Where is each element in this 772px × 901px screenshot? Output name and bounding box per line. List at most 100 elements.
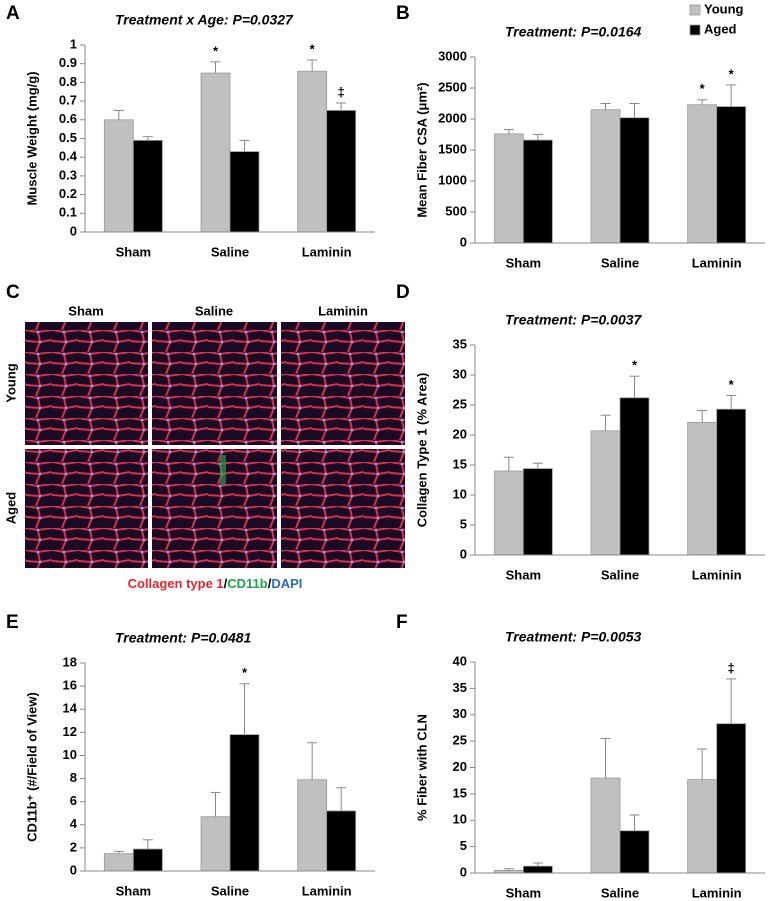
bar [493, 470, 524, 556]
panel-letter: A [6, 3, 20, 24]
y-axis-label: Collagen Type 1 (% Area) [414, 373, 429, 528]
y-tick-label: 0.6 [59, 111, 77, 126]
x-tick-label: Sham [506, 885, 541, 900]
y-tick-label: 1500 [438, 141, 467, 156]
bar [103, 853, 134, 872]
bar [619, 830, 650, 874]
legend-label: Aged [704, 21, 737, 36]
legend-swatch [689, 4, 701, 16]
y-tick-label: 25 [453, 396, 467, 411]
panel-letter: B [396, 3, 410, 24]
y-tick-label: 0 [460, 546, 467, 561]
panel-letter: E [6, 612, 19, 633]
significance-marker: * [213, 43, 219, 58]
bar [619, 117, 650, 244]
y-tick-label: 0.5 [59, 130, 77, 145]
y-tick-label: 4 [70, 816, 78, 831]
bar [590, 109, 621, 244]
y-tick-label: 15 [453, 785, 467, 800]
y-tick-label: 16 [63, 678, 77, 693]
y-tick-label: 1000 [438, 172, 467, 187]
bar [493, 133, 524, 244]
chart-title: Treatment x Age: P=0.0327 [115, 12, 294, 28]
y-tick-label: 20 [453, 759, 467, 774]
micrograph [25, 322, 148, 445]
panel-letter: D [396, 282, 410, 303]
legend-label: Young [704, 1, 744, 16]
micrograph [25, 449, 148, 568]
micrograph [281, 449, 405, 568]
bar [687, 779, 718, 874]
chart-title: Treatment: P=0.0164 [505, 24, 642, 40]
x-tick-label: Laminin [692, 567, 742, 582]
y-tick-label: 3000 [438, 48, 467, 63]
caption: Collagen type 1/CD11b/DAPI [128, 576, 303, 591]
caption-part: / [268, 576, 272, 591]
x-tick-label: Saline [211, 883, 249, 898]
y-tick-label: 14 [63, 701, 78, 716]
y-axis-label: CD11b⁺ (#/Field of View) [24, 692, 39, 842]
micrograph [281, 322, 405, 445]
y-tick-label: 500 [445, 203, 467, 218]
bar [619, 397, 650, 556]
y-tick-label: 0.8 [59, 74, 77, 89]
chart-title: Treatment: P=0.0053 [505, 629, 642, 645]
y-tick-label: 0.2 [59, 186, 77, 201]
y-tick-label: 40 [453, 653, 467, 668]
y-tick-label: 0.9 [59, 55, 77, 70]
bar [297, 779, 328, 872]
x-tick-label: Sham [116, 883, 151, 898]
y-tick-label: 6 [70, 793, 77, 808]
y-tick-label: 0.4 [59, 149, 78, 164]
x-tick-label: Laminin [302, 244, 352, 259]
y-tick-label: 0 [460, 864, 467, 879]
y-tick-label: 15 [453, 456, 467, 471]
y-tick-label: 18 [63, 654, 77, 669]
significance-marker: * [729, 66, 735, 81]
x-tick-label: Sham [506, 255, 541, 270]
y-tick-label: 5 [460, 838, 467, 853]
column-label: Laminin [318, 303, 368, 318]
bar [326, 110, 357, 233]
x-tick-label: Laminin [302, 883, 352, 898]
bar [326, 810, 357, 872]
caption-part: DAPI [271, 576, 302, 591]
x-tick-label: Laminin [692, 885, 742, 900]
significance-marker: * [632, 358, 638, 373]
y-tick-label: 10 [63, 747, 77, 762]
significance-marker: ‡ [338, 84, 345, 99]
column-label: Sham [68, 303, 103, 318]
y-tick-label: 12 [63, 724, 77, 739]
y-tick-label: 0 [70, 862, 77, 877]
bar [522, 865, 553, 874]
bar [687, 421, 718, 556]
micrograph-grid [25, 322, 405, 568]
micrograph [152, 449, 277, 568]
caption-part: / [224, 576, 228, 591]
y-axis-label: Muscle Weight (mg/g) [24, 71, 39, 205]
bar [200, 816, 231, 872]
y-tick-label: 1 [70, 36, 77, 51]
significance-marker: ‡ [728, 660, 735, 675]
y-tick-label: 2000 [438, 110, 467, 125]
x-tick-label: Saline [601, 255, 639, 270]
panel-letter: F [396, 612, 408, 633]
y-tick-label: 10 [453, 812, 467, 827]
bar [716, 723, 747, 874]
caption-part: CD11b [227, 576, 268, 591]
x-tick-label: Sham [116, 244, 151, 259]
bar [522, 139, 553, 244]
bar [132, 848, 163, 872]
x-tick-label: Saline [601, 885, 639, 900]
bar [716, 106, 747, 244]
bar [103, 119, 134, 233]
y-tick-label: 0 [70, 223, 77, 238]
column-label: Saline [195, 303, 233, 318]
caption-part: Collagen type 1 [128, 576, 224, 591]
bar [132, 139, 163, 233]
row-label: Young [3, 363, 18, 403]
y-tick-label: 30 [453, 706, 467, 721]
y-tick-label: 0 [460, 234, 467, 249]
y-tick-label: 8 [70, 770, 77, 785]
